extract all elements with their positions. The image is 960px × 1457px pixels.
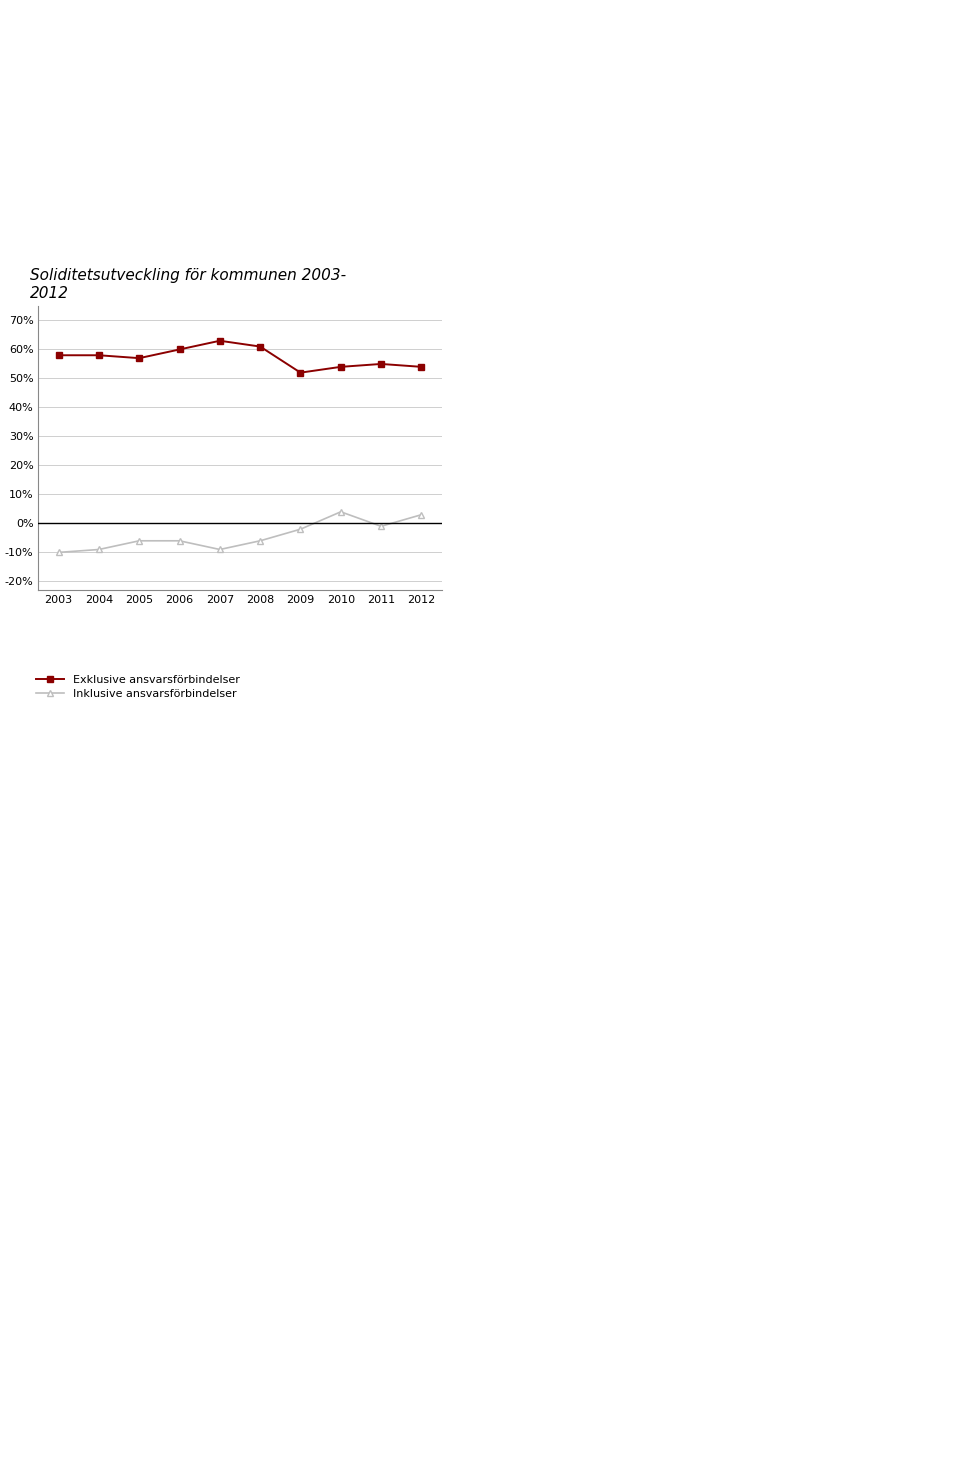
Exklusive ansvarsförbindelser	[53, 347, 64, 364]
Exklusive ansvarsförbindelser	[416, 358, 427, 376]
Inklusive ansvarsförbindelser	[295, 520, 306, 538]
Exklusive ansvarsförbindelser	[133, 350, 145, 367]
Exklusive ansvarsförbindelser	[214, 332, 226, 350]
Exklusive ansvarsförbindelser	[93, 347, 105, 364]
Inklusive ansvarsförbindelser	[214, 541, 226, 558]
Inklusive ansvarsförbindelser	[93, 541, 105, 558]
Inklusive ansvarsförbindelser	[416, 506, 427, 523]
Legend: Exklusive ansvarsförbindelser, Inklusive ansvarsförbindelser: Exklusive ansvarsförbindelser, Inklusive…	[36, 675, 239, 698]
Inklusive ansvarsförbindelser	[174, 532, 185, 549]
Inklusive ansvarsförbindelser	[133, 532, 145, 549]
Exklusive ansvarsförbindelser	[295, 364, 306, 382]
Inklusive ansvarsförbindelser	[254, 532, 266, 549]
Line: Inklusive ansvarsförbindelser: Inklusive ansvarsförbindelser	[56, 508, 424, 555]
Exklusive ansvarsförbindelser	[335, 358, 347, 376]
Inklusive ansvarsförbindelser	[335, 503, 347, 520]
Exklusive ansvarsförbindelser	[174, 341, 185, 358]
Text: Soliditetsutveckling för kommunen 2003-
2012: Soliditetsutveckling för kommunen 2003- …	[31, 268, 347, 300]
Inklusive ansvarsförbindelser	[375, 517, 387, 535]
Inklusive ansvarsförbindelser	[53, 543, 64, 561]
Line: Exklusive ansvarsförbindelser: Exklusive ansvarsförbindelser	[56, 338, 424, 376]
Exklusive ansvarsförbindelser	[254, 338, 266, 356]
Exklusive ansvarsförbindelser	[375, 356, 387, 373]
